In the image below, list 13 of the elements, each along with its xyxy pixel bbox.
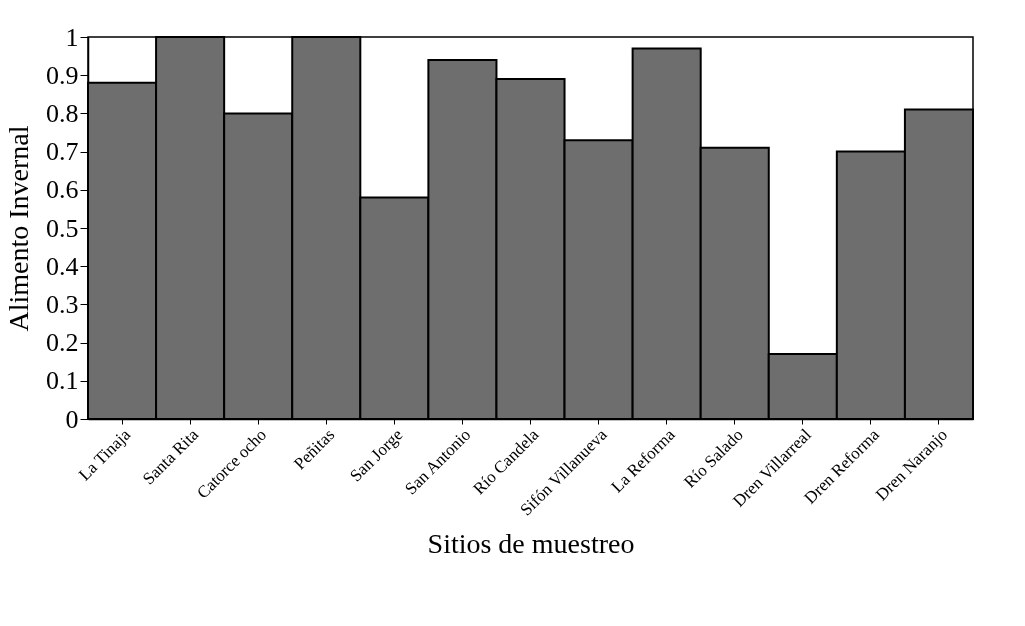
y-tick-label: 1: [65, 22, 79, 52]
y-tick-label: 0: [65, 404, 79, 434]
y-tick-label: 0.6: [46, 175, 79, 205]
y-tick-label: 0.5: [46, 213, 79, 243]
y-tick-label: 0.1: [46, 366, 79, 396]
y-tick-label: 0.3: [46, 289, 79, 319]
y-tick-label: 0.2: [46, 328, 79, 358]
y-tick-label: 0.9: [46, 60, 79, 90]
y-tick-label: 0.7: [46, 137, 79, 167]
y-tick-label: 0.8: [46, 98, 79, 128]
y-tick-label: 0.4: [46, 251, 79, 281]
y-axis-title: Alimento Invernal: [3, 125, 34, 332]
x-axis-title: Sitios de muestreo: [427, 527, 635, 559]
